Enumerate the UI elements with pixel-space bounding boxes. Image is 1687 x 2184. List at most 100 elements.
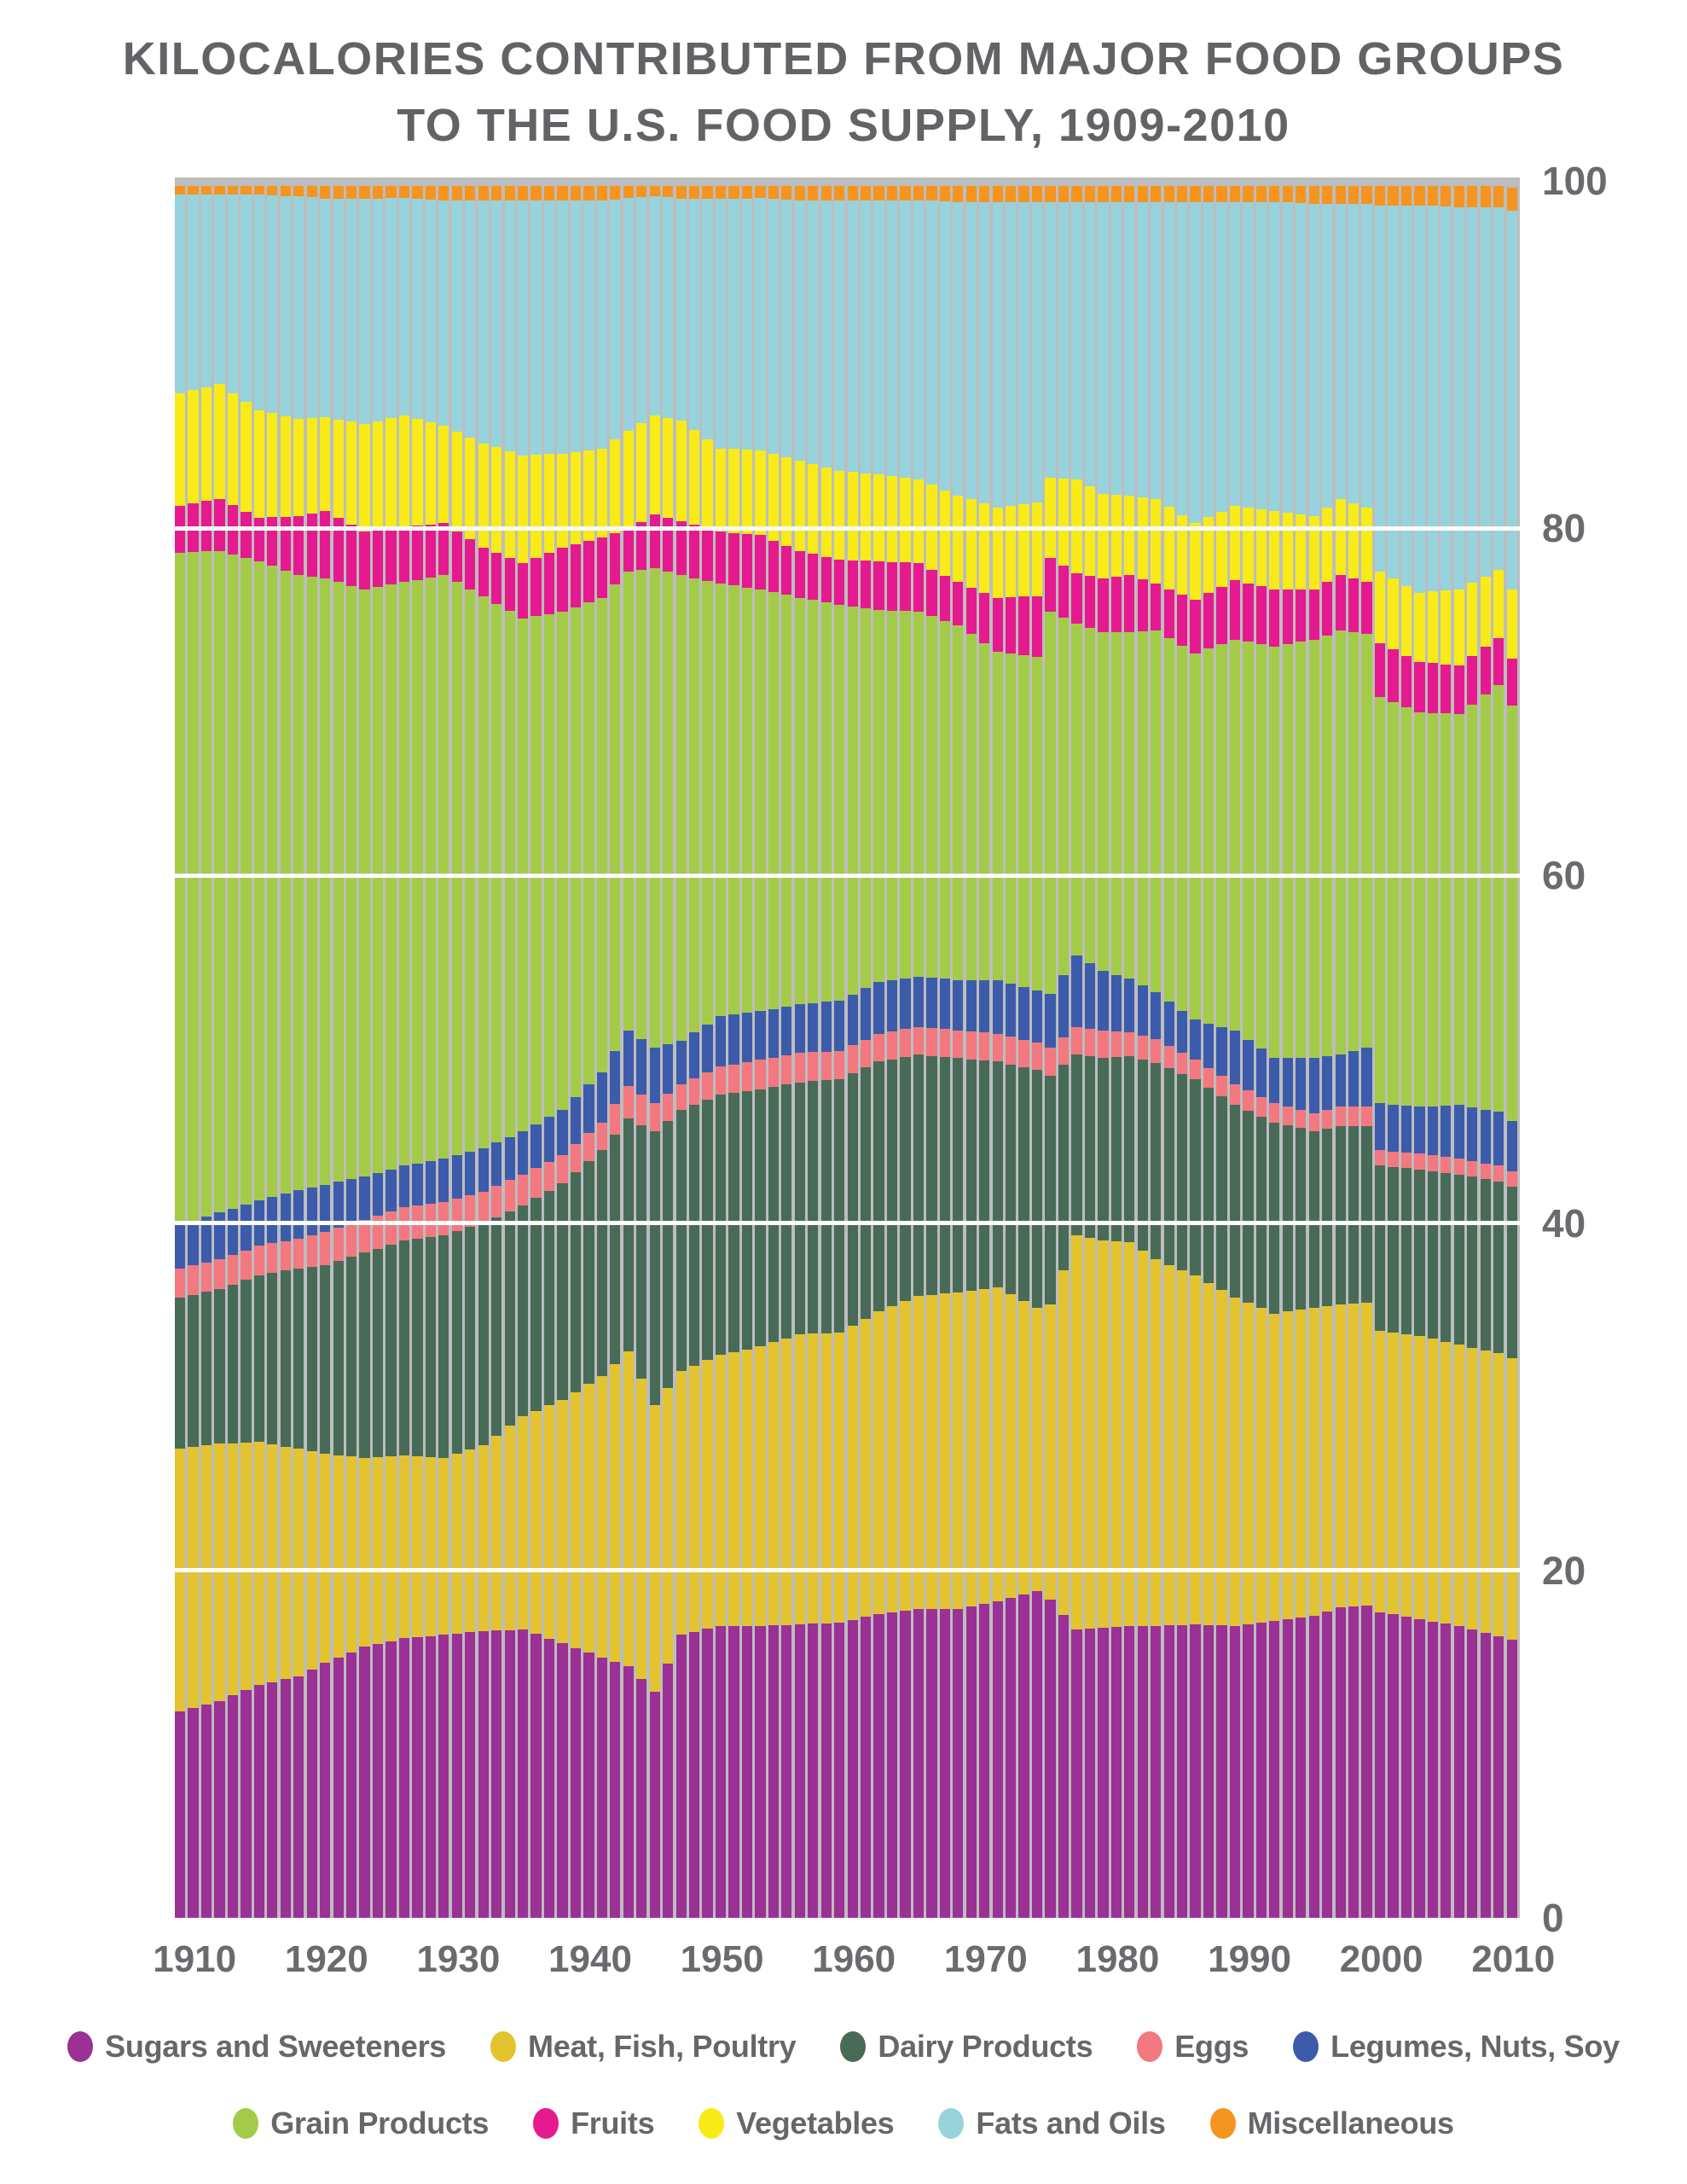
segment-meat-fish-poultry <box>1255 1308 1267 1623</box>
segment-dairy-products <box>688 1105 700 1366</box>
segment-legumes-nuts-soy <box>267 1197 278 1244</box>
segment-miscellaneous <box>1414 186 1425 206</box>
segment-dairy-products <box>794 1082 805 1334</box>
segment-legumes-nuts-soy <box>517 1130 529 1175</box>
segment-legumes-nuts-soy <box>1031 990 1043 1043</box>
segment-miscellaneous <box>320 186 331 199</box>
segment-fruits <box>768 540 779 592</box>
segment-fats-and-oils <box>741 198 753 450</box>
segment-fats-and-oils <box>808 200 819 464</box>
segment-fats-and-oils <box>241 195 252 402</box>
segment-legumes-nuts-soy <box>451 1155 462 1199</box>
segment-meat-fish-poultry <box>636 1378 647 1680</box>
bar-1917 <box>280 177 291 1918</box>
legend-item-sugars-and-sweeteners: Sugars and Sweeteners <box>67 2029 446 2065</box>
segment-legumes-nuts-soy <box>820 1002 832 1052</box>
bar-1989 <box>1229 177 1241 1918</box>
segment-meat-fish-poultry <box>1269 1313 1280 1621</box>
segment-dairy-products <box>1190 1078 1201 1275</box>
segment-sugars-and-sweeteners <box>1190 1623 1201 1918</box>
segment-dairy-products <box>1045 1075 1056 1305</box>
segment-meat-fish-poultry <box>1163 1264 1174 1626</box>
legend-item-grain-products: Grain Products <box>233 2106 489 2141</box>
segment-dairy-products <box>333 1260 344 1455</box>
segment-vegetables <box>1374 572 1386 643</box>
segment-vegetables <box>965 499 977 588</box>
segment-meat-fish-poultry <box>543 1405 555 1639</box>
segment-fats-and-oils <box>663 197 674 419</box>
bar-1955 <box>781 177 792 1918</box>
y-tick-60: 60 <box>1542 853 1586 898</box>
segment-meat-fish-poultry <box>253 1442 264 1686</box>
segment-sugars-and-sweeteners <box>1348 1606 1359 1918</box>
segment-legumes-nuts-soy <box>953 979 964 1031</box>
segment-grain-products <box>715 584 727 1017</box>
segment-vegetables <box>649 415 660 515</box>
segment-sugars-and-sweeteners <box>200 1704 212 1918</box>
segment-miscellaneous <box>280 186 291 196</box>
segment-vegetables <box>1361 507 1372 583</box>
segment-sugars-and-sweeteners <box>504 1629 515 1918</box>
segment-sugars-and-sweeteners <box>1493 1636 1504 1918</box>
legend-label: Eggs <box>1174 2029 1249 2064</box>
bar-2008 <box>1480 177 1491 1918</box>
segment-legumes-nuts-soy <box>570 1097 582 1145</box>
segment-grain-products <box>808 600 819 1003</box>
segment-fruits <box>1018 596 1029 655</box>
segment-fats-and-oils <box>530 200 542 456</box>
segment-dairy-products <box>939 1056 950 1294</box>
segment-dairy-products <box>557 1182 568 1401</box>
segment-fats-and-oils <box>451 200 462 432</box>
segment-sugars-and-sweeteners <box>570 1647 582 1918</box>
segment-grain-products <box>583 602 594 1085</box>
segment-dairy-products <box>1098 1058 1109 1240</box>
segment-fats-and-oils <box>333 198 344 420</box>
segment-miscellaneous <box>478 186 489 200</box>
segment-meat-fish-poultry <box>953 1292 964 1609</box>
segment-legumes-nuts-soy <box>280 1194 291 1241</box>
segment-miscellaneous <box>175 186 186 195</box>
segment-vegetables <box>768 453 779 541</box>
segment-meat-fish-poultry <box>333 1455 344 1658</box>
segment-dairy-products <box>570 1171 582 1392</box>
segment-grain-products <box>1190 653 1201 1020</box>
segment-eggs <box>386 1211 397 1245</box>
segment-miscellaneous <box>820 186 832 200</box>
bar-1939 <box>570 177 582 1918</box>
segment-fats-and-oils <box>1427 206 1439 592</box>
segment-dairy-products <box>1308 1130 1319 1309</box>
segment-vegetables <box>1400 585 1412 656</box>
segment-miscellaneous <box>741 186 753 199</box>
segment-grain-products <box>1031 656 1043 990</box>
segment-eggs <box>1190 1060 1201 1079</box>
bar-1916 <box>267 177 278 1918</box>
segment-grain-products <box>886 610 898 980</box>
bar-1938 <box>557 177 568 1918</box>
segment-legumes-nuts-soy <box>808 1002 819 1053</box>
segment-vegetables <box>438 426 449 524</box>
segment-sugars-and-sweeteners <box>1255 1622 1267 1918</box>
segment-miscellaneous <box>1400 186 1412 206</box>
segment-fats-and-oils <box>1058 201 1070 479</box>
segment-fats-and-oils <box>1190 201 1201 524</box>
segment-dairy-products <box>1414 1169 1425 1336</box>
bar-1945 <box>649 177 660 1918</box>
segment-vegetables <box>227 392 239 506</box>
segment-legumes-nuts-soy <box>306 1187 317 1235</box>
segment-sugars-and-sweeteners <box>1216 1625 1227 1918</box>
segment-meat-fish-poultry <box>1058 1269 1070 1615</box>
segment-eggs <box>939 1029 950 1057</box>
segment-vegetables <box>1018 503 1029 597</box>
segment-sugars-and-sweeteners <box>1480 1633 1491 1918</box>
segment-grain-products <box>1163 638 1174 1002</box>
segment-fats-and-oils <box>583 200 594 450</box>
segment-fruits <box>1098 578 1109 633</box>
segment-grain-products <box>412 579 423 1164</box>
segment-sugars-and-sweeteners <box>1388 1614 1399 1918</box>
segment-fats-and-oils <box>465 200 476 438</box>
segment-fats-and-oils <box>953 201 964 496</box>
segment-fats-and-oils <box>293 196 304 420</box>
bar-1920 <box>320 177 331 1918</box>
segment-fats-and-oils <box>1480 206 1491 577</box>
bar-1935 <box>517 177 529 1918</box>
